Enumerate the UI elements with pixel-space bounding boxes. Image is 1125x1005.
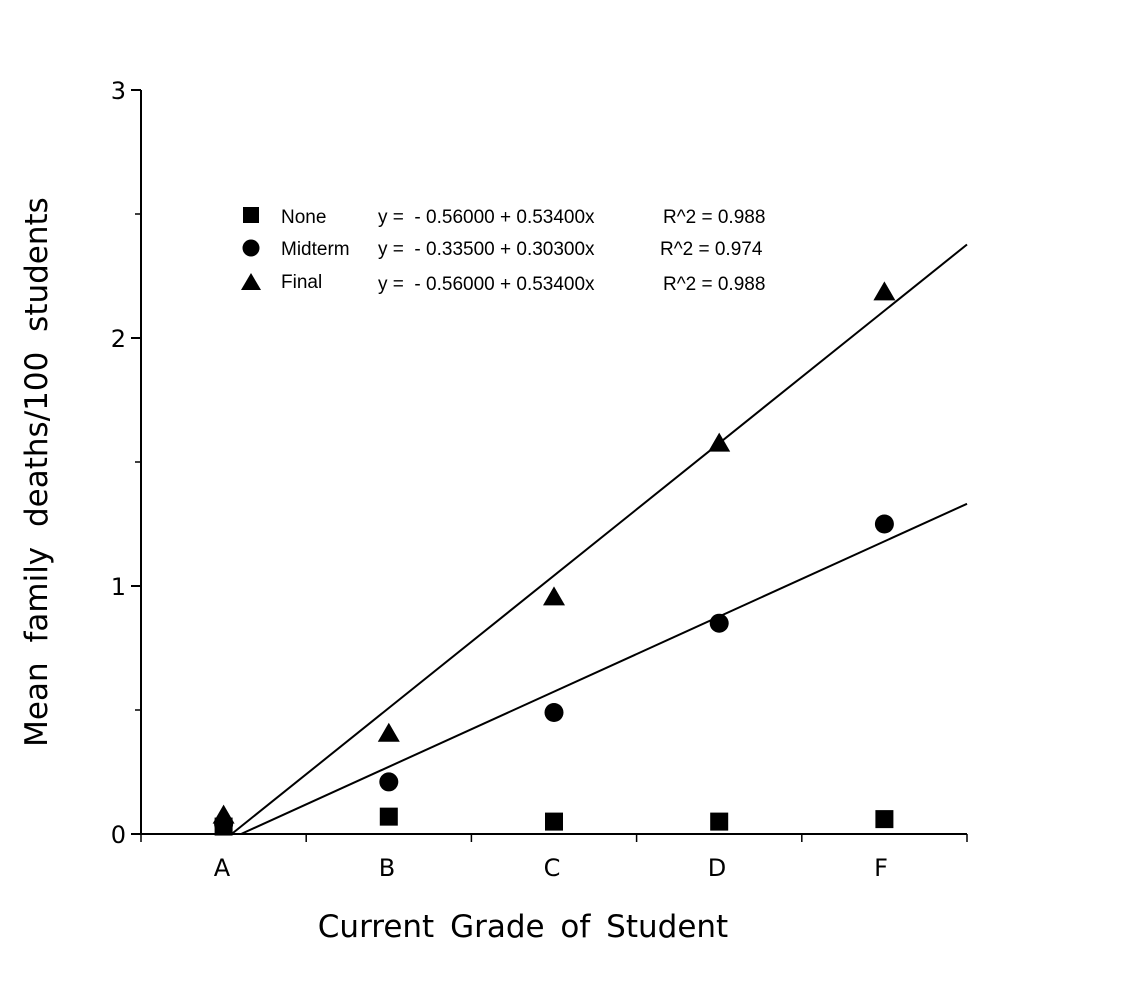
- legend-marker-triangle: [241, 273, 261, 290]
- regression-line-midterm: [240, 502, 968, 835]
- data-point-none: [875, 810, 894, 829]
- data-point-final: [377, 722, 400, 742]
- x-tick-label: F: [874, 854, 888, 882]
- legend-equation: y = - 0.56000 + 0.53400x: [378, 207, 595, 228]
- data-point-none: [379, 807, 398, 826]
- legend-r-squared: R^2 = 0.974: [660, 239, 763, 260]
- regression-lines: [231, 243, 968, 835]
- data-point-none: [545, 812, 563, 831]
- legend-r-squared: R^2 = 0.988: [663, 207, 765, 228]
- tick-marks: [131, 89, 968, 842]
- data-point-final: [212, 804, 235, 824]
- data-point-midterm: [874, 514, 894, 534]
- x-tick-label: C: [544, 854, 561, 882]
- y-tick-label: 0: [111, 821, 126, 849]
- data-points: [212, 281, 896, 836]
- regression-line-final: [231, 243, 968, 835]
- y-tick-label: 3: [111, 77, 126, 105]
- y-tick-label: 1: [111, 573, 126, 601]
- data-point-none: [710, 812, 729, 831]
- legend-label-final: Final: [281, 272, 322, 293]
- legend-marker-square: [243, 207, 259, 223]
- data-point-final: [873, 281, 896, 301]
- legend-r-squared: R^2 = 0.988: [663, 274, 765, 295]
- legend-marker-circle: [242, 239, 260, 257]
- legend-label-none: None: [281, 207, 326, 228]
- x-tick-label: B: [379, 854, 395, 882]
- data-point-midterm: [379, 772, 399, 792]
- data-point-final: [543, 586, 565, 606]
- data-point-final: [708, 432, 731, 452]
- data-point-midterm: [544, 702, 564, 722]
- legend-equation: y = - 0.33500 + 0.30300x: [378, 239, 595, 260]
- data-point-midterm: [709, 613, 729, 633]
- y-tick-label: 2: [111, 325, 126, 353]
- x-tick-label: D: [708, 854, 726, 882]
- x-tick-label: A: [214, 854, 231, 882]
- y-axis-title: Mean family deaths/100 students: [19, 197, 55, 747]
- legend-equation: y = - 0.56000 + 0.53400x: [378, 274, 595, 295]
- legend-label-midterm: Midterm: [281, 239, 350, 260]
- x-axis-title: Current Grade of Student: [318, 909, 728, 945]
